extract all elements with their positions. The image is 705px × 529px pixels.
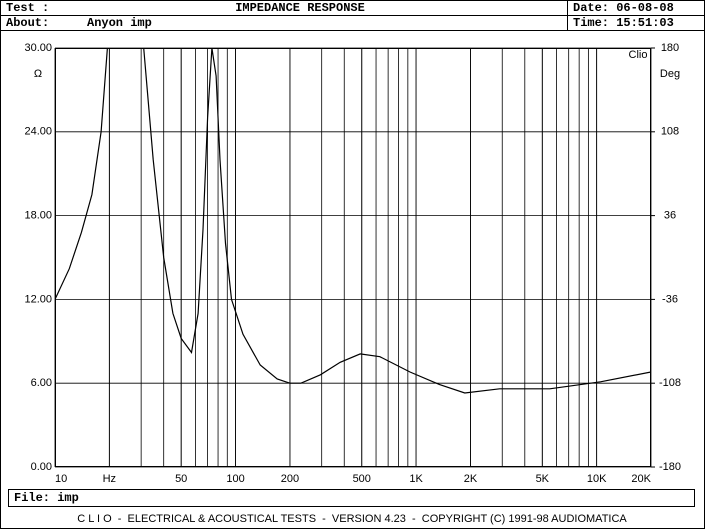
y-axis-label: Ω [34, 68, 42, 80]
x-tick-label: 50 [175, 473, 187, 485]
y2-tick-label: 36 [664, 210, 676, 222]
about: Anyon imp [87, 16, 152, 30]
y-tick-label: 12.00 [24, 293, 52, 305]
x-tick-label: 5K [536, 473, 550, 485]
y2-tick-label: 108 [661, 126, 679, 138]
file: File: imp [14, 491, 79, 505]
y-tick-label: 0.00 [31, 461, 52, 473]
y2-axis-label: Deg [660, 68, 680, 80]
x-tick-label: 200 [281, 473, 299, 485]
time: Time: 15:51:03 [573, 16, 674, 30]
about-label: About: [6, 16, 49, 30]
x-tick-label: 20K [631, 473, 651, 485]
date: Date: 06-08-08 [573, 1, 674, 15]
x-tick-label: 1K [409, 473, 423, 485]
plot-frame [55, 48, 651, 467]
credits: C L I O - ELECTRICAL & ACOUSTICAL TESTS … [77, 513, 627, 525]
x-tick-label: Hz [103, 473, 116, 485]
x-tick-label: 100 [226, 473, 244, 485]
y2-tick-label: -180 [659, 461, 681, 473]
impedance-curve [55, 48, 651, 394]
y-tick-label: 6.00 [31, 377, 52, 389]
y-tick-label: 30.00 [24, 42, 52, 54]
y2-tick-label: -108 [659, 377, 681, 389]
x-tick-label: 500 [353, 473, 371, 485]
y2-tick-label: 180 [661, 42, 679, 54]
corner-label: Clio [629, 49, 648, 61]
x-tick-label: 2K [464, 473, 478, 485]
x-tick-label: 10 [55, 473, 67, 485]
test-label: Test : [6, 1, 49, 15]
file-box [8, 489, 695, 507]
x-tick-label: 10K [587, 473, 607, 485]
y-tick-label: 18.00 [24, 210, 52, 222]
y-tick-label: 24.00 [24, 126, 52, 138]
y2-tick-label: -36 [662, 293, 678, 305]
title: IMPEDANCE RESPONSE [235, 1, 365, 15]
